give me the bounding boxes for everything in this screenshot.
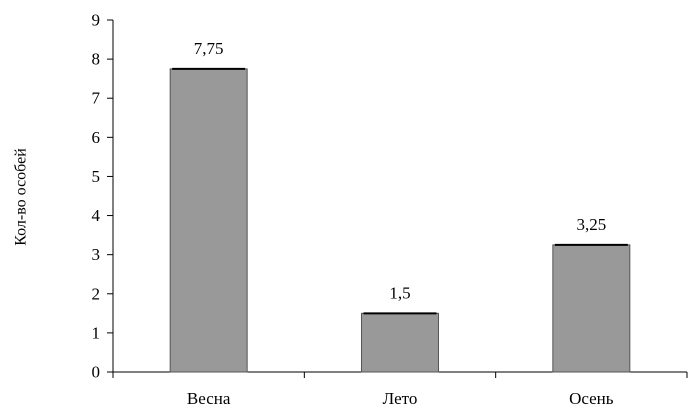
y-tick-label: 5: [92, 167, 101, 186]
bars: 7,75 1,5 3,25: [169, 39, 631, 373]
data-label: 7,75: [194, 39, 224, 58]
data-label: 3,25: [576, 215, 606, 234]
x-axis: Весна Лето Осень: [112, 371, 688, 408]
x-category-label: Осень: [569, 389, 614, 408]
bar: [361, 312, 439, 373]
data-label: 1,5: [389, 283, 410, 302]
y-tick-label: 7: [92, 89, 101, 108]
y-tick-label: 1: [92, 323, 101, 342]
y-tick-label: 4: [92, 206, 101, 225]
y-tick-label: 3: [92, 245, 101, 264]
bar: [552, 244, 631, 373]
y-tick-label: 9: [92, 11, 101, 30]
y-tick-label: 2: [92, 284, 101, 303]
y-tick-label: 0: [92, 363, 101, 382]
x-category-label: Лето: [383, 389, 418, 408]
x-category-label: Весна: [187, 389, 231, 408]
y-axis-title: Кол-во особей: [13, 148, 30, 246]
bar: [169, 68, 248, 373]
y-axis: 0 1 2 3 4 5 6 7 8 9: [92, 11, 114, 382]
y-tick-label: 6: [92, 128, 101, 147]
y-tick-label: 8: [92, 50, 101, 69]
